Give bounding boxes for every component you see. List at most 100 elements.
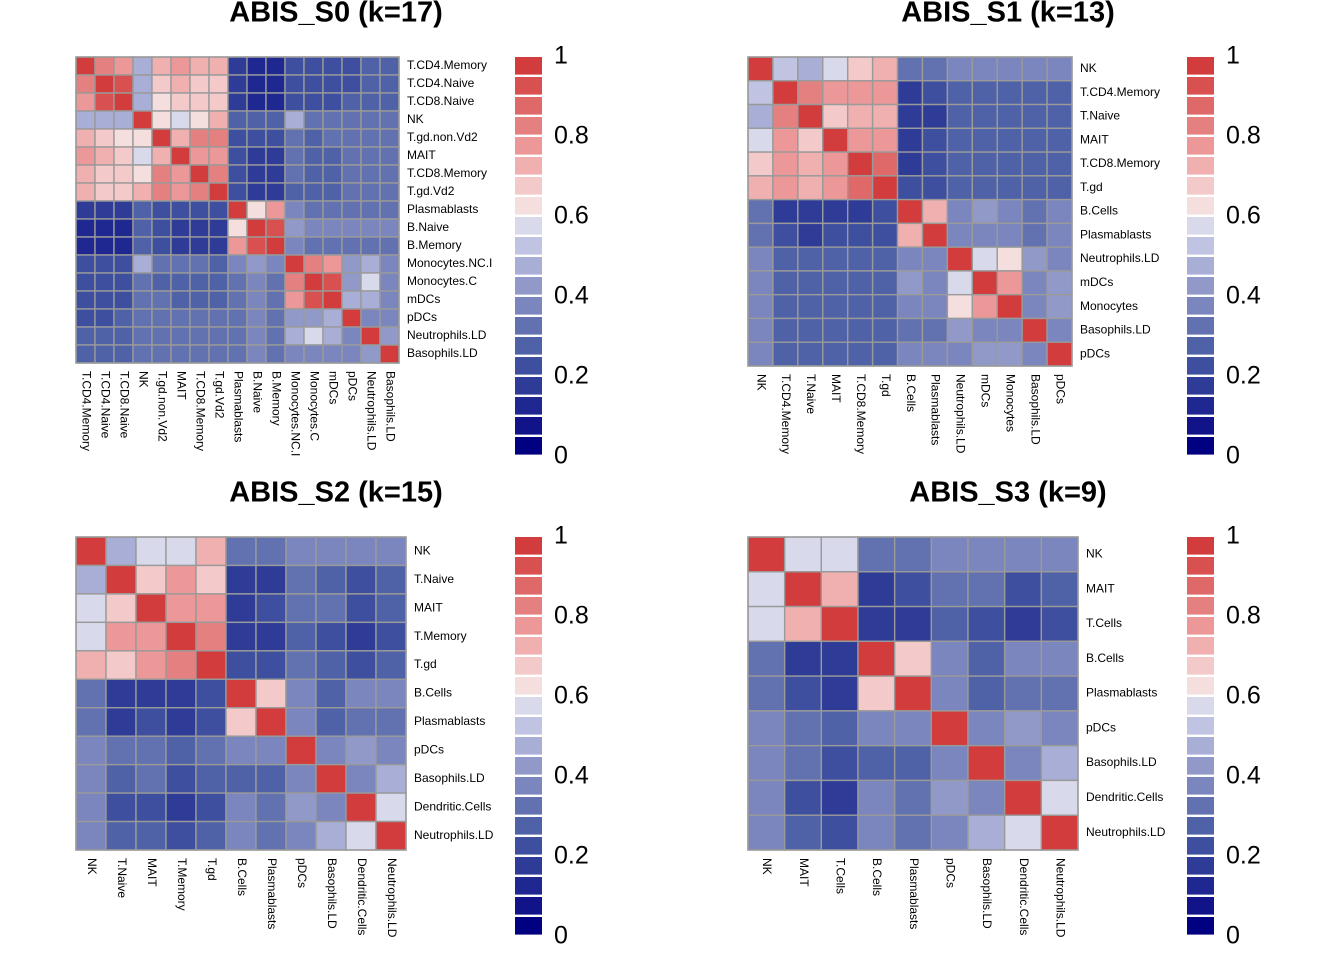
heatmap-cell (151, 146, 172, 166)
row-label: T.CD4.Naive (407, 76, 475, 90)
heatmap-cell (1040, 814, 1079, 851)
heatmap-cell (322, 110, 343, 130)
heatmap-cell (189, 344, 210, 364)
heatmap-cell (379, 56, 400, 76)
heatmap-cell (170, 254, 191, 274)
heatmap-cell (996, 293, 1023, 320)
heatmap-cell (303, 290, 324, 310)
heatmap-cell (265, 110, 286, 130)
heatmap-cell (75, 146, 96, 166)
heatmap-cell (820, 536, 859, 573)
heatmap-cell (360, 254, 381, 274)
heatmap-cell (265, 200, 286, 220)
heatmap-cell (747, 317, 774, 343)
heatmap-cell (284, 74, 305, 94)
legend-swatch (515, 597, 542, 615)
heatmap-cell (322, 182, 343, 202)
heatmap-cell (265, 218, 286, 238)
legend-swatch (515, 797, 542, 815)
heatmap-cell (846, 127, 874, 153)
heatmap-cell (772, 151, 799, 177)
row-label: NK (1080, 61, 1097, 75)
chart-title: ABIS_S3 (k=9) (909, 477, 1106, 509)
heatmap-cell (227, 200, 248, 220)
heatmap-cell (1003, 744, 1043, 782)
legend-tick-label: 0.4 (554, 762, 589, 790)
heatmap-cell (189, 164, 210, 184)
heatmap-cell (189, 182, 210, 202)
heatmap-cell (75, 272, 96, 292)
heatmap-cell (930, 710, 969, 747)
heatmap-cell (1040, 744, 1079, 782)
heatmap-cell (170, 128, 191, 148)
heatmap-cell (971, 56, 998, 82)
legend-swatch (515, 217, 542, 235)
column-label: MAIT (829, 374, 843, 403)
heatmap-cell (225, 593, 257, 624)
heatmap-cell (930, 536, 969, 573)
heatmap-cell (303, 272, 324, 292)
heatmap-cell (921, 293, 949, 320)
heatmap-cell (1021, 270, 1048, 296)
heatmap-cell (135, 792, 167, 823)
column-label: T.CD8.Memory (854, 374, 868, 454)
heatmap-cell (265, 326, 286, 346)
heatmap-panel-0: ABIS_S0 (k=17) T.CD4.Memory T.CD4.Naive T.C… (75, 0, 589, 470)
legend-tick-label: 0.4 (554, 282, 589, 310)
heatmap-cell (132, 272, 153, 292)
heatmap-cell (132, 74, 153, 94)
legend-swatch (515, 637, 542, 655)
heatmap-cell (151, 92, 172, 112)
heatmap-cell (379, 254, 400, 274)
heatmap-cell (94, 344, 115, 364)
heatmap-cell (135, 820, 167, 851)
legend-swatch (515, 717, 542, 735)
heatmap-cell (747, 293, 774, 320)
legend-swatch (515, 437, 542, 455)
heatmap-cell (113, 254, 134, 274)
row-label: B.Cells (414, 686, 452, 700)
heatmap-cell (246, 272, 267, 292)
heatmap-cell (208, 182, 229, 202)
heatmap-cell (315, 593, 347, 624)
heatmap-cell (151, 200, 172, 220)
heatmap-cell (921, 103, 949, 130)
heatmap-cell (246, 236, 267, 256)
heatmap-cell (227, 128, 248, 148)
row-label: Plasmablasts (1086, 686, 1157, 700)
heatmap-cell (75, 678, 107, 709)
heatmap-cell (1021, 293, 1048, 320)
heatmap-cell (341, 236, 362, 256)
heatmap-cell (1021, 222, 1048, 248)
column-label: Plasmablasts (907, 858, 921, 929)
row-label: Plasmablasts (414, 714, 485, 728)
heatmap-cell (94, 110, 115, 130)
column-label: pDCs (1053, 374, 1067, 404)
heatmap-cell (105, 678, 137, 709)
heatmap-cell (1046, 80, 1073, 106)
heatmap-cell (996, 56, 1023, 82)
heatmap-cell (113, 128, 134, 148)
heatmap-cell (772, 198, 799, 225)
heatmap-cell (971, 270, 998, 296)
heatmap-cell (871, 198, 899, 225)
heatmap-cell (322, 164, 343, 184)
heatmap-cell (255, 564, 287, 595)
column-label: Dendritic.Cells (1017, 858, 1031, 935)
heatmap-cell (246, 308, 267, 328)
heatmap-cell (195, 707, 227, 737)
row-label: T.CD8.Memory (1080, 156, 1160, 170)
heatmap-cell (797, 341, 824, 367)
heatmap-cell (189, 236, 210, 256)
heatmap-cell (227, 272, 248, 292)
legend-tick-label: 0.6 (554, 682, 589, 710)
heatmap-cell (165, 707, 197, 737)
column-label: Basophils.LD (383, 371, 397, 442)
row-label: Basophils.LD (1080, 323, 1151, 337)
heatmap-cell (195, 792, 227, 823)
column-label: Neutrophils.LD (1053, 858, 1067, 938)
heatmap-cell (772, 341, 799, 367)
heatmap-cell (379, 218, 400, 238)
heatmap-cell (893, 640, 933, 677)
heatmap-cell (113, 326, 134, 346)
